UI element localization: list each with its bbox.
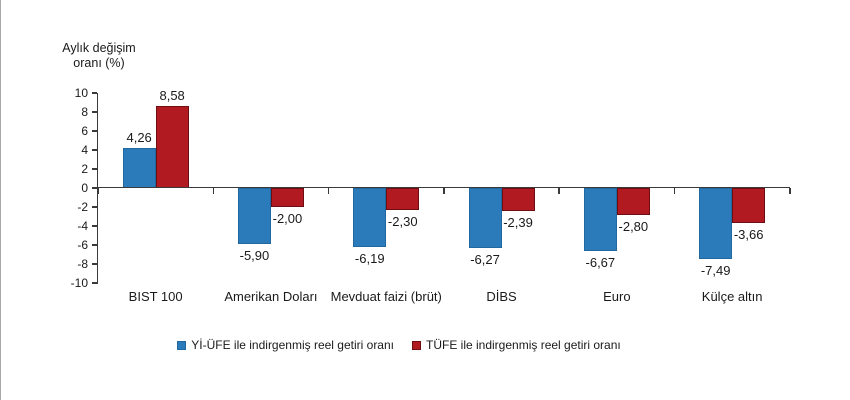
- bar-value-label: -6,27: [470, 251, 500, 267]
- category-label: Amerikan Doları: [224, 289, 318, 304]
- x-tick: [97, 188, 99, 194]
- y-tick: [92, 263, 97, 265]
- category-label: Mevduat faizi (brüt): [330, 289, 442, 304]
- y-tick-label: -6: [77, 237, 88, 252]
- legend-label: Yİ-ÜFE ile indirgenmiş reel getiri oranı: [191, 338, 394, 352]
- x-tick: [789, 188, 791, 194]
- y-tick: [92, 168, 97, 170]
- legend-label: TÜFE ile indirgenmiş reel getiri oranı: [426, 338, 621, 352]
- y-tick: [92, 187, 97, 189]
- y-tick: [92, 244, 97, 246]
- y-tick-label: 10: [74, 85, 88, 100]
- y-tick: [92, 130, 97, 132]
- legend-item-yi-ufe: Yİ-ÜFE ile indirgenmiş reel getiri oranı: [177, 338, 394, 352]
- category-label: DİBS: [486, 289, 517, 304]
- bar-value-label: -5,90: [239, 248, 270, 264]
- y-axis-title-line2: oranı (%): [73, 56, 125, 70]
- y-tick: [92, 225, 97, 227]
- bar: [353, 188, 387, 247]
- bar: [501, 188, 535, 211]
- bar-value-label: -2,00: [272, 211, 303, 226]
- bar: [386, 188, 420, 210]
- y-tick-label: 6: [81, 123, 88, 138]
- x-tick: [327, 188, 330, 194]
- bar: [699, 188, 733, 260]
- bar-value-label: -2,30: [387, 213, 418, 229]
- y-tick: [92, 92, 97, 94]
- y-tick: [92, 206, 97, 208]
- bar: [122, 147, 156, 188]
- bar: [155, 106, 189, 188]
- y-tick-label: 4: [81, 142, 88, 157]
- y-tick-label: -2: [77, 199, 88, 214]
- x-tick: [443, 188, 445, 194]
- category-label: Euro: [603, 289, 631, 304]
- y-tick-label: -10: [70, 275, 88, 290]
- bar-value-label: -7,49: [700, 263, 731, 279]
- bar-value-label: -3,66: [733, 226, 764, 242]
- bar-value-label: -2,80: [618, 218, 649, 234]
- bar: [583, 188, 617, 252]
- bar: [237, 188, 271, 245]
- y-tick-label: 2: [81, 161, 88, 176]
- bar-value-label: 8,58: [159, 88, 185, 104]
- bar-value-label: -6,67: [585, 255, 616, 271]
- bar: [468, 188, 502, 248]
- bar: [732, 188, 766, 223]
- y-tick-label: -4: [77, 218, 88, 233]
- x-tick: [673, 188, 676, 194]
- y-tick: [92, 282, 97, 284]
- y-tick: [92, 149, 97, 151]
- bar-value-label: 4,26: [126, 129, 152, 145]
- legend-item-tufe: TÜFE ile indirgenmiş reel getiri oranı: [412, 338, 621, 352]
- y-tick-label: -8: [77, 256, 88, 271]
- category-label: BIST 100: [128, 289, 183, 304]
- y-axis-title: Aylık değişim oranı (%): [38, 41, 160, 71]
- legend: Yİ-ÜFE ile indirgenmiş reel getiri oranı…: [1, 335, 824, 355]
- x-axis-line: [96, 186, 790, 188]
- bar-value-label: -2,39: [503, 214, 533, 230]
- bar: [616, 188, 650, 215]
- bar-value-label: -6,19: [354, 250, 385, 266]
- y-tick: [92, 111, 97, 113]
- x-tick: [558, 188, 560, 194]
- bar: [270, 188, 304, 207]
- category-label: Külçe altın: [701, 289, 763, 304]
- y-tick-label: 8: [81, 104, 88, 119]
- x-tick: [212, 188, 215, 194]
- y-axis-title-line1: Aylık değişim: [62, 41, 136, 55]
- y-axis-line: [96, 93, 98, 284]
- legend-marker: [177, 340, 187, 350]
- legend-marker: [412, 340, 421, 350]
- y-tick-label: 0: [81, 180, 88, 195]
